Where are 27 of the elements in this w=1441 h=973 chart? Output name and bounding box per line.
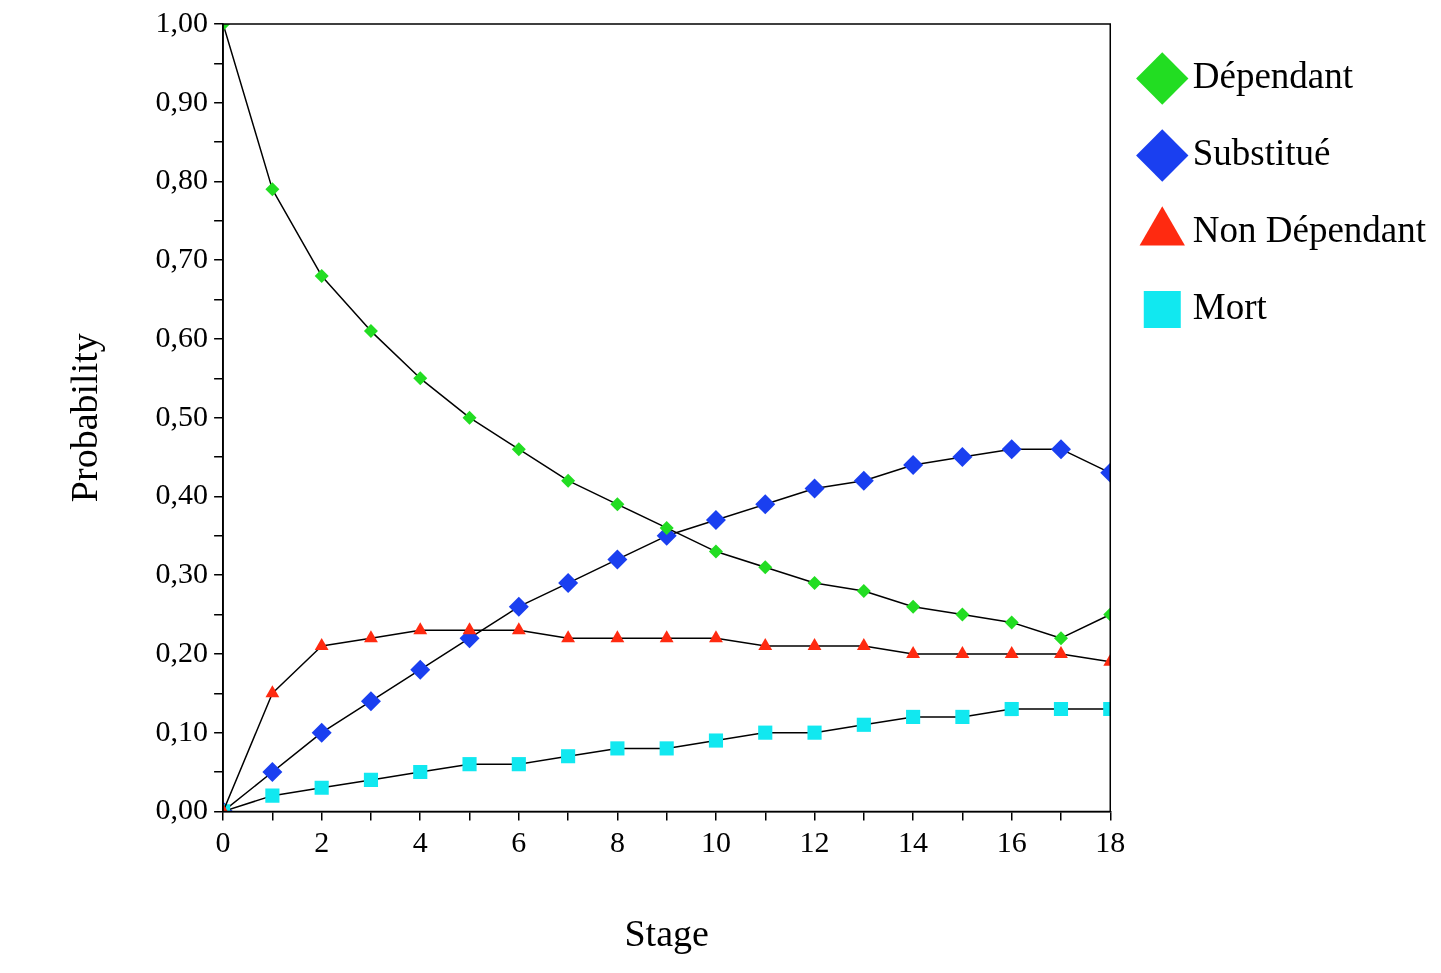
- x-tick-label: 12: [799, 825, 830, 859]
- x-tick-label: 0: [215, 825, 231, 859]
- legend-label: Mort: [1192, 286, 1268, 328]
- x-tick-label: 2: [314, 825, 330, 859]
- y-tick-label: 0,80: [155, 162, 209, 196]
- y-tick-label: 1,00: [155, 4, 209, 38]
- y-tick-label: 0,40: [155, 477, 209, 511]
- legend-label: Dépendant: [1192, 55, 1354, 97]
- x-tick-label: 6: [511, 825, 527, 859]
- legend-label: Non Dépendant: [1192, 209, 1427, 251]
- x-tick-label: 16: [996, 825, 1027, 859]
- y-tick-label: 0,60: [155, 319, 209, 353]
- x-tick-label: 14: [898, 825, 929, 859]
- legend-label: Substitué: [1192, 132, 1331, 174]
- x-tick-label: 18: [1095, 825, 1126, 859]
- y-tick-label: 0,10: [155, 713, 209, 747]
- x-tick-label: 10: [700, 825, 731, 859]
- x-axis-title: Stage: [624, 912, 709, 955]
- y-tick-label: 0,70: [155, 241, 209, 275]
- y-tick-label: 0,30: [155, 556, 209, 590]
- y-axis-title: Probability: [62, 333, 105, 503]
- y-tick-label: 0,20: [155, 634, 209, 668]
- y-tick-label: 0,00: [155, 792, 209, 826]
- x-tick-label: 8: [609, 825, 625, 859]
- y-tick-label: 0,50: [155, 398, 209, 432]
- x-tick-label: 4: [412, 825, 428, 859]
- y-tick-label: 0,90: [155, 83, 209, 117]
